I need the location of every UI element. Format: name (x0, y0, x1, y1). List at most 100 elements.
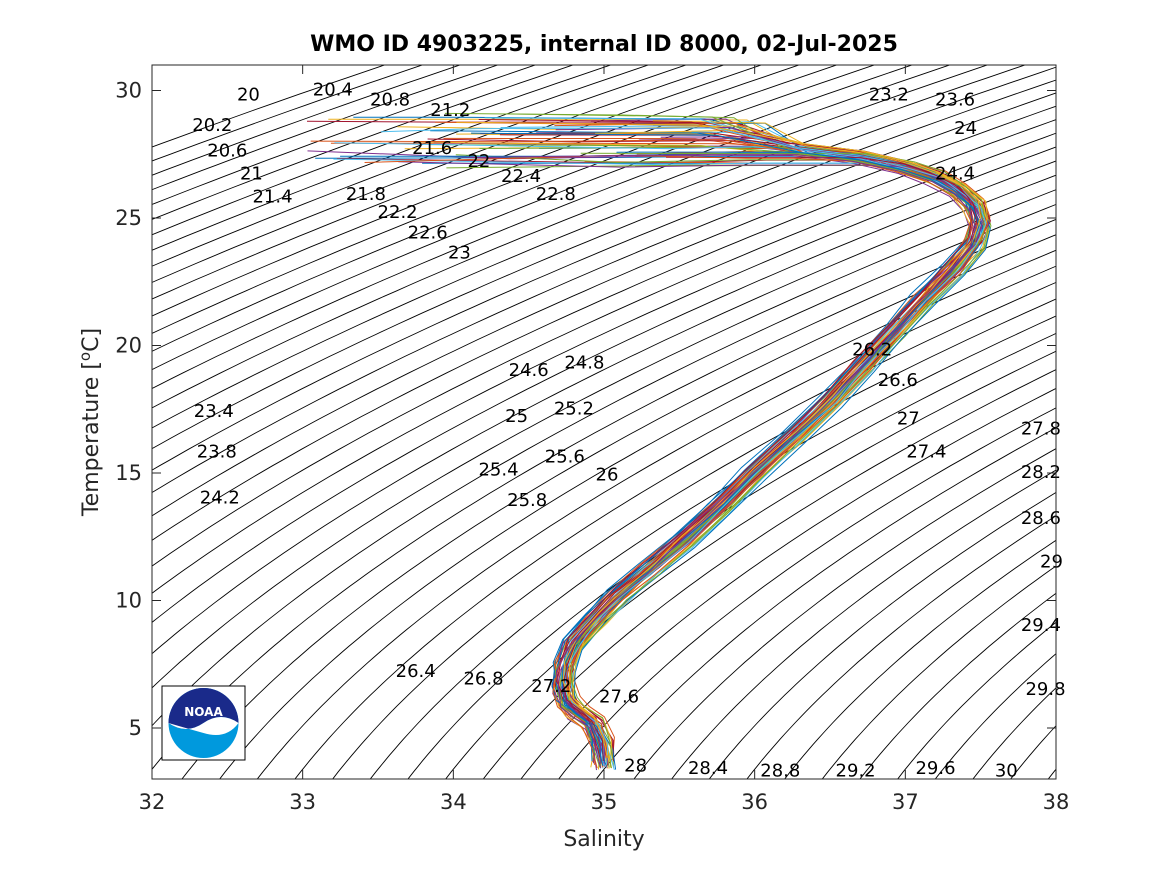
density-contour-line (671, 469, 1056, 779)
density-contour-line (595, 427, 1056, 779)
contour-label: 21.8 (346, 184, 386, 205)
profile-line (506, 113, 981, 768)
contour-labels: 20 20.4 20.8 21.2 20.2 20.6 21.6 22 21 22.4 21.4 21… (192, 80, 1065, 782)
x-tick-label: 38 (1043, 790, 1070, 814)
contour-label: 22.6 (408, 222, 448, 243)
density-contour-line (445, 350, 1056, 779)
density-contour-line (152, 132, 1056, 567)
density-contour-line (784, 539, 1056, 779)
contour-label: 27.6 (599, 686, 639, 707)
chart-title: WMO ID 4903225, internal ID 8000, 02-Jul… (310, 32, 898, 57)
density-contour-line (152, 65, 989, 409)
contour-label: 22.2 (378, 202, 418, 223)
x-tick-label: 34 (440, 790, 467, 814)
contour-label: 26.2 (852, 340, 892, 361)
density-contour-line (152, 65, 500, 191)
x-tick-label: 35 (591, 790, 618, 814)
density-contour-line (152, 146, 1056, 594)
density-contour-line (152, 203, 1056, 727)
noaa-logo-text: NOAA (184, 705, 223, 719)
density-contour-line (558, 407, 1056, 779)
profile-line (472, 154, 977, 769)
density-contour-line (708, 491, 1056, 779)
contour-label: 29 (1040, 551, 1063, 572)
density-contour-line (746, 515, 1056, 779)
contour-label: 28.6 (1021, 508, 1061, 529)
y-tick-label: 25 (115, 206, 142, 230)
density-contour-line (152, 65, 575, 220)
contour-label: 25.6 (545, 447, 585, 468)
contour-label: 27.8 (1021, 419, 1061, 440)
contour-label: 29.6 (915, 758, 955, 779)
x-axis-label: Salinity (563, 827, 644, 852)
contour-label: 20.8 (370, 90, 410, 111)
contour-label: 23.2 (869, 85, 909, 106)
contour-label: 20.6 (207, 141, 247, 162)
contour-label: 21 (240, 164, 263, 185)
contour-label: 27.2 (531, 676, 571, 697)
density-contour-line (152, 79, 1056, 471)
y-axis-label: Temperature [oC] (76, 328, 104, 517)
profile-line (456, 121, 982, 759)
contour-label: 29.4 (1021, 615, 1061, 636)
contour-label: 24.6 (509, 360, 549, 381)
contour-label: 22 (467, 151, 490, 172)
x-tick-label: 36 (741, 790, 768, 814)
density-contour-line (152, 65, 537, 205)
density-contour-line (152, 66, 1056, 450)
density-contour-line (633, 448, 1056, 779)
density-contour-line (152, 65, 952, 389)
noaa-logo: NOAA (161, 685, 246, 761)
profile-line (364, 154, 973, 769)
density-contour-line (934, 653, 1056, 779)
y-tick-label: 15 (115, 461, 142, 485)
float-profiles (306, 112, 992, 771)
contour-label: 26.8 (463, 669, 503, 690)
density-contour-line (152, 65, 876, 352)
y-tick-label: 30 (115, 79, 142, 103)
density-contour-line (152, 65, 763, 300)
contour-label: 28.2 (1021, 462, 1061, 483)
contour-label: 26.4 (396, 661, 436, 682)
contour-label: 25.4 (478, 459, 518, 480)
density-contour-line (152, 160, 1056, 623)
contour-label: 29.8 (1025, 679, 1065, 700)
contour-label: 27 (897, 408, 920, 429)
density-contour-line (482, 369, 1056, 779)
contour-label: 23.4 (194, 401, 234, 422)
density-contour-line (152, 65, 650, 251)
contour-label: 28.4 (688, 758, 728, 779)
y-tick-label: 20 (115, 334, 142, 358)
contour-label: 28.8 (760, 760, 800, 781)
density-contour-line (219, 249, 1056, 779)
x-tick-label: 37 (892, 790, 919, 814)
plot-area (152, 65, 1056, 779)
density-contour-line (152, 92, 1056, 493)
contour-label: 27.4 (906, 442, 946, 463)
density-contour-line (152, 65, 688, 267)
contour-label: 22.8 (536, 184, 576, 205)
density-contour-line (152, 65, 726, 283)
density-contour-line (152, 65, 462, 176)
contour-label: 21.4 (252, 187, 292, 208)
contour-label: 20.2 (192, 115, 232, 136)
contour-label: 23 (448, 243, 471, 264)
density-contour-line (897, 621, 1056, 779)
contour-label: 21.2 (430, 100, 470, 121)
contour-label: 21.6 (412, 138, 452, 159)
contour-label: 26.6 (878, 370, 918, 391)
x-tick-label: 32 (139, 790, 166, 814)
contour-label: 29.2 (836, 760, 876, 781)
profile-line (570, 152, 986, 759)
contour-label: 20.4 (313, 80, 353, 101)
density-contour-line (152, 218, 1056, 770)
density-contour-line (152, 174, 1056, 655)
density-contour-line (152, 189, 1056, 689)
contour-label: 25.2 (554, 398, 594, 419)
contour-label: 30 (995, 760, 1018, 781)
density-contour-line (821, 565, 1056, 779)
density-contour-line (407, 332, 1056, 779)
contour-label: 24 (954, 118, 977, 139)
x-tick-label: 33 (289, 790, 316, 814)
